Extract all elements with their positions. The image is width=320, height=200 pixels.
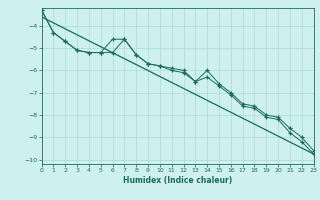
X-axis label: Humidex (Indice chaleur): Humidex (Indice chaleur) — [123, 176, 232, 185]
